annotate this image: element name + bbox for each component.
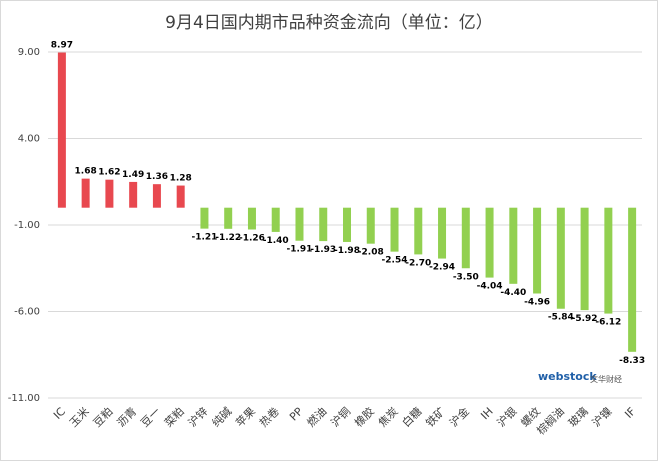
x-tick-label: IF — [622, 405, 638, 421]
bar — [81, 178, 90, 208]
x-tick-label: 燃油 — [304, 404, 329, 429]
x-tick-label: 热卷 — [256, 404, 281, 429]
bar — [129, 181, 138, 208]
data-label: -8.33 — [619, 356, 645, 366]
x-tick-label: 沪铜 — [328, 404, 353, 429]
x-tick-label: 沪锌 — [185, 404, 210, 429]
bar — [295, 207, 304, 241]
chart-title: 9月4日国内期市品种资金流向（单位：亿） — [165, 13, 493, 33]
bar — [533, 207, 542, 294]
data-label: 1.62 — [98, 168, 120, 178]
bar — [247, 207, 256, 230]
y-tick-label: 4.00 — [18, 134, 40, 145]
bar — [509, 207, 518, 284]
bar — [438, 207, 447, 259]
x-tick-label: 豆一 — [138, 405, 163, 430]
data-label: 1.68 — [75, 167, 97, 177]
x-tick-label: 豆粕 — [90, 404, 115, 429]
bar — [271, 207, 280, 232]
bar — [366, 207, 375, 244]
data-label: -2.94 — [429, 263, 455, 273]
y-tick-label: 9.00 — [18, 47, 40, 58]
bar — [57, 52, 66, 208]
x-tick-label: 玻璃 — [565, 404, 590, 429]
x-tick-label: 纯碱 — [210, 405, 235, 430]
bar — [343, 207, 351, 242]
watermark-brand: webstock — [538, 370, 597, 383]
y-tick-label: -11.00 — [8, 393, 40, 404]
bar — [319, 207, 328, 242]
data-label: -1.98 — [334, 246, 360, 256]
data-label: -2.54 — [382, 256, 408, 266]
data-label: -5.92 — [572, 314, 598, 324]
data-label: -1.22 — [215, 233, 241, 243]
x-tick-label: 沥青 — [115, 405, 140, 430]
data-label: -3.50 — [453, 272, 479, 282]
x-tick-label: 铁矿 — [423, 405, 448, 430]
data-label: -1.93 — [310, 245, 336, 255]
data-label: 1.36 — [146, 172, 168, 182]
x-tick-label: 沪金 — [446, 404, 471, 429]
bar — [390, 207, 399, 252]
bar — [176, 185, 185, 208]
bar — [414, 207, 423, 255]
bar — [628, 207, 637, 352]
x-tick-label: 橡胶 — [351, 404, 376, 429]
data-label: -1.91 — [287, 245, 313, 255]
x-tick-label: 苹果 — [233, 404, 258, 429]
x-tick-label: IC — [51, 405, 68, 422]
x-tick-label: 沪银 — [494, 404, 519, 429]
bar — [224, 207, 233, 229]
data-label: 1.28 — [170, 174, 192, 184]
y-tick-label: -1.00 — [14, 220, 40, 231]
x-tick-label: 焦炭 — [376, 405, 401, 430]
data-label: -4.40 — [500, 288, 526, 298]
bar — [580, 207, 589, 311]
x-tick-label: 玉米 — [67, 405, 92, 430]
data-label: -5.84 — [548, 313, 574, 323]
watermark-sub: 文华财经 — [590, 375, 622, 384]
data-label: 1.49 — [122, 170, 144, 180]
x-tick-label: 菜粕 — [161, 404, 186, 429]
data-label: -4.04 — [477, 282, 503, 292]
x-tick-label: IH — [478, 405, 495, 422]
bar — [604, 207, 613, 314]
data-label: 8.97 — [51, 41, 73, 51]
bar — [200, 207, 209, 229]
x-tick-label: 棕榈油 — [534, 404, 567, 437]
x-tick-label: 白糖 — [399, 404, 424, 429]
bar — [461, 207, 470, 269]
data-label: -1.40 — [263, 236, 289, 246]
data-label: -2.08 — [358, 248, 384, 258]
data-label: -6.12 — [595, 318, 621, 328]
bar — [152, 184, 161, 208]
bar — [556, 207, 565, 309]
data-label: -2.70 — [405, 258, 431, 268]
bar — [105, 179, 114, 208]
data-label: -1.26 — [239, 233, 265, 243]
bar — [485, 207, 494, 278]
x-tick-label: PP — [287, 405, 306, 424]
x-tick-label: 沪镍 — [589, 404, 614, 429]
y-tick-label: -6.00 — [14, 307, 40, 318]
data-label: -4.96 — [524, 298, 550, 308]
data-label: -1.21 — [191, 233, 217, 243]
